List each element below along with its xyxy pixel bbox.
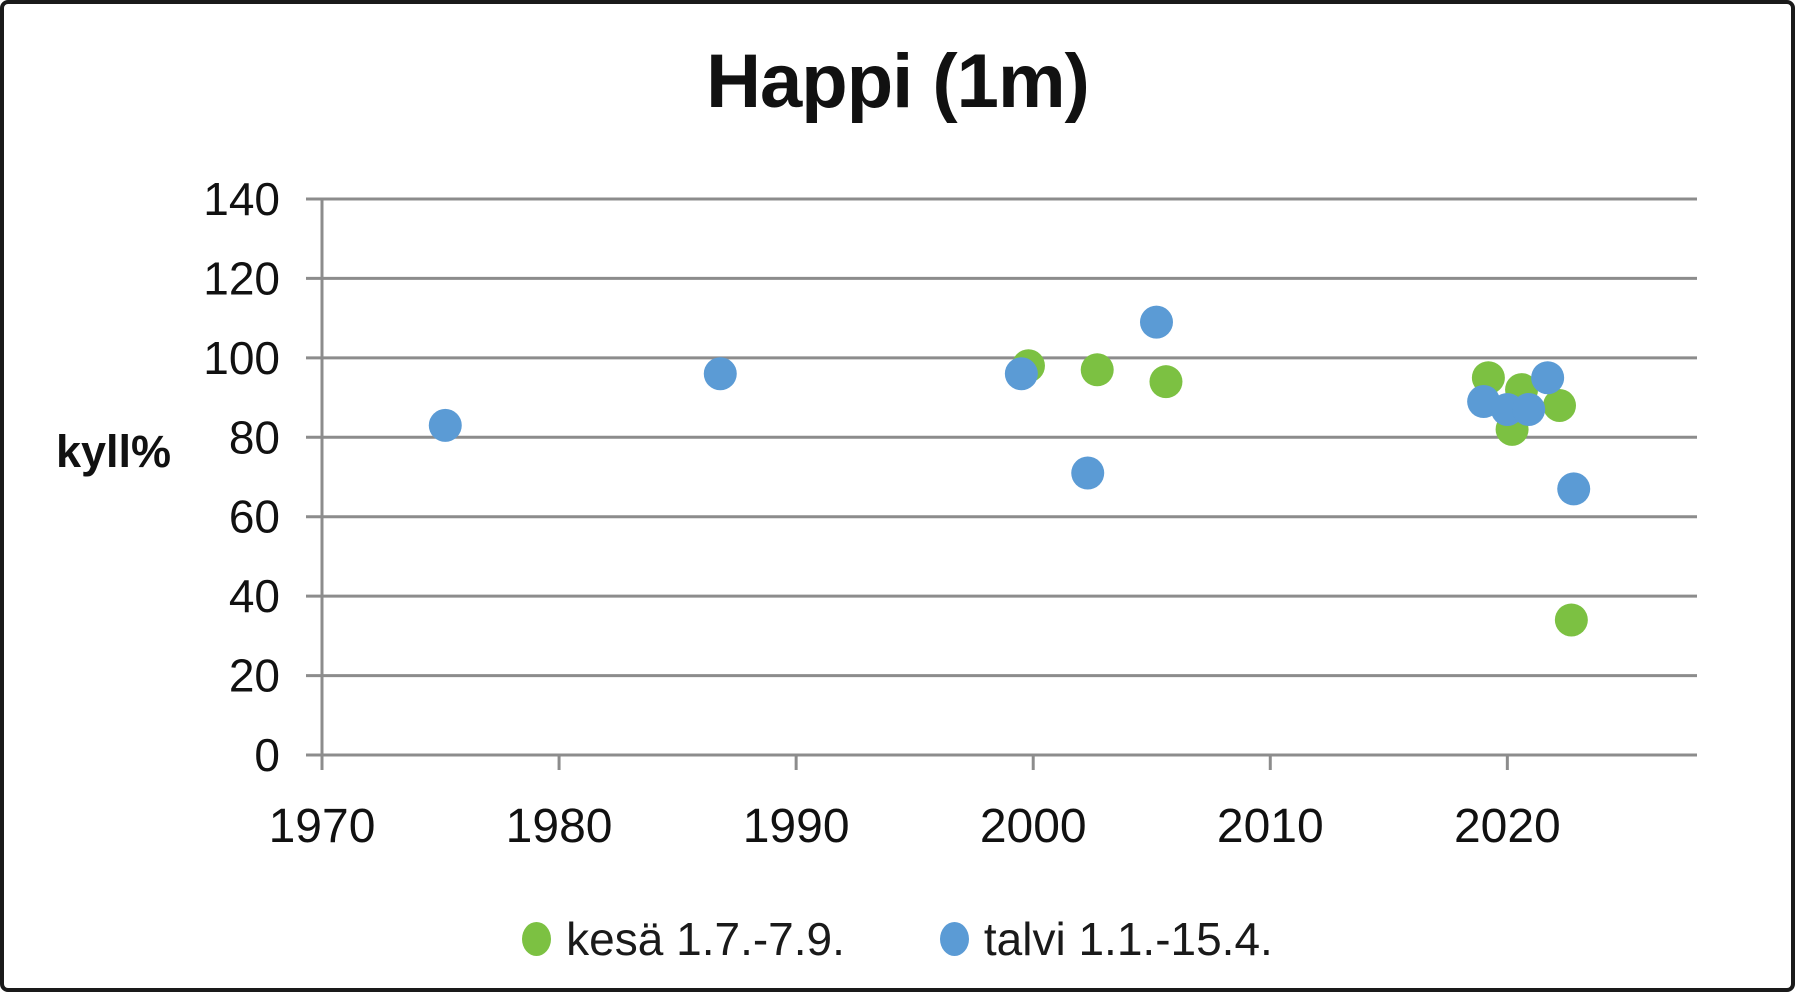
legend-item-talvi: talvi 1.1.-15.4.	[939, 912, 1273, 966]
x-tick-label: 1980	[506, 800, 613, 853]
y-tick-label: 40	[229, 570, 280, 622]
x-tick-label: 2020	[1454, 800, 1561, 853]
data-point-talvi	[1531, 361, 1565, 395]
talvi-series-marker-icon	[939, 922, 969, 956]
data-point-talvi	[428, 408, 462, 442]
y-tick-label: 0	[254, 729, 280, 781]
data-point-kesa	[1080, 353, 1114, 387]
data-point-talvi	[1139, 305, 1173, 339]
legend-label-talvi: talvi 1.1.-15.4.	[983, 913, 1273, 965]
scatter-plot: 0 20 40 60 80 100 120 140 1970 1980 1990 2000 2010 20…	[203, 173, 1697, 853]
legend: kesä 1.7.-7.9. talvi 1.1.-15.4.	[4, 912, 1791, 966]
chart-title: Happi (1m)	[706, 39, 1090, 124]
x-tick-label: 1970	[269, 800, 376, 853]
y-tick-label: 120	[203, 252, 280, 304]
data-point-talvi	[1004, 357, 1038, 391]
data-point-kesa	[1149, 365, 1183, 399]
legend-label-kesa: kesä 1.7.-7.9.	[566, 913, 845, 965]
data-point-kesa	[1554, 603, 1588, 637]
y-tick-label: 60	[229, 491, 280, 543]
data-point-talvi	[1071, 456, 1105, 490]
x-tick-label: 2000	[980, 800, 1087, 853]
y-axis-title: kyll%	[56, 426, 172, 477]
data-point-talvi	[703, 357, 737, 391]
x-tick-label: 2010	[1217, 800, 1324, 853]
y-tick-label: 100	[203, 332, 280, 384]
y-tick-label: 140	[203, 173, 280, 225]
data-point-kesa	[1543, 389, 1576, 423]
x-tick-label: 1990	[743, 800, 850, 853]
data-point-talvi	[1512, 392, 1546, 426]
y-tick-label: 20	[229, 650, 280, 702]
kesa-series-marker-icon	[522, 922, 552, 956]
y-tick-label: 80	[229, 411, 280, 463]
data-point-talvi	[1557, 472, 1591, 506]
legend-item-kesa: kesä 1.7.-7.9.	[522, 912, 845, 966]
